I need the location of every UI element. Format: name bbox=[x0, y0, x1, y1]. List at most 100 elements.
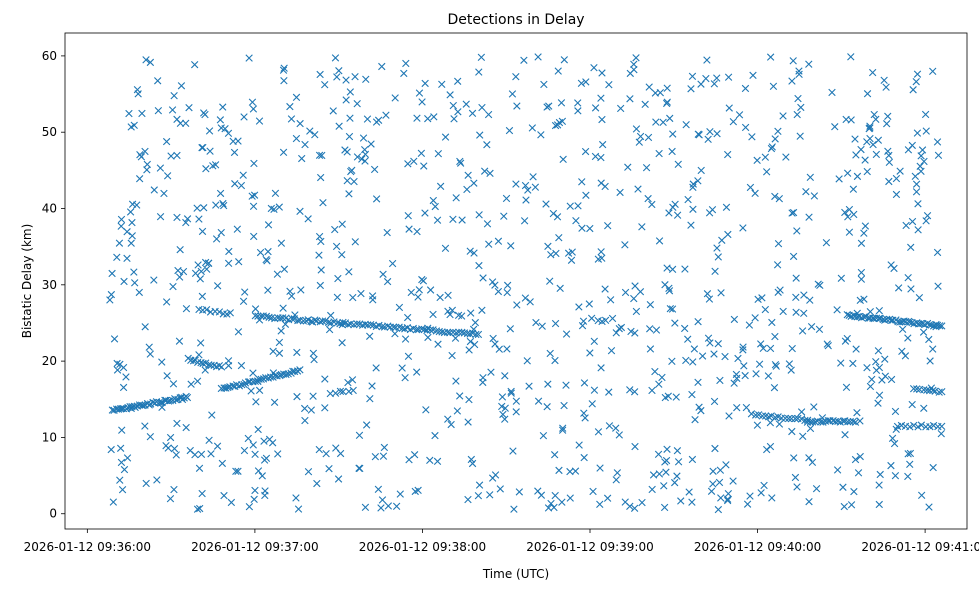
detection-point bbox=[513, 301, 521, 309]
detection-point bbox=[749, 71, 757, 80]
detection-point bbox=[466, 247, 474, 255]
detection-point bbox=[669, 130, 677, 138]
detection-point bbox=[894, 284, 903, 292]
detection-point bbox=[766, 442, 775, 451]
detection-point bbox=[281, 320, 290, 328]
detection-point bbox=[141, 422, 149, 430]
detection-point bbox=[558, 498, 566, 506]
track-point-track-b bbox=[273, 372, 281, 380]
detection-point bbox=[117, 458, 126, 467]
detection-point bbox=[559, 424, 567, 432]
detection-point bbox=[166, 495, 175, 503]
detection-point bbox=[857, 275, 866, 283]
detection-point bbox=[219, 201, 228, 210]
detection-point bbox=[400, 69, 408, 78]
detection-point bbox=[315, 445, 323, 454]
detection-point bbox=[851, 455, 860, 464]
detection-point bbox=[130, 268, 138, 276]
detection-point bbox=[274, 450, 282, 458]
detection-point bbox=[725, 412, 733, 420]
detection-point bbox=[800, 309, 808, 317]
detection-point bbox=[383, 277, 392, 286]
detection-point bbox=[709, 480, 717, 488]
detection-point bbox=[213, 442, 222, 450]
detection-point bbox=[766, 53, 775, 61]
detection-point bbox=[690, 345, 699, 353]
detection-point bbox=[446, 310, 454, 319]
track-point-track-i bbox=[909, 384, 918, 393]
detection-point bbox=[515, 488, 524, 496]
detection-point bbox=[411, 487, 419, 496]
detection-point bbox=[293, 348, 301, 357]
detection-point bbox=[587, 314, 596, 322]
x-tick-label: 2026-01-12 09:41:00 bbox=[861, 540, 979, 554]
detection-point bbox=[256, 248, 265, 257]
detection-point bbox=[874, 399, 882, 407]
detection-point bbox=[739, 343, 747, 351]
detection-point bbox=[898, 325, 907, 333]
detection-point bbox=[671, 319, 679, 327]
detection-point bbox=[546, 277, 554, 285]
track-point-track-e bbox=[276, 314, 285, 322]
detection-point bbox=[339, 387, 347, 396]
detection-point bbox=[220, 491, 228, 500]
detection-point bbox=[309, 349, 318, 358]
detection-point bbox=[480, 167, 489, 175]
detection-point bbox=[874, 136, 883, 144]
detection-point bbox=[875, 500, 883, 509]
detection-point bbox=[310, 355, 318, 364]
detection-point bbox=[684, 335, 692, 343]
detection-point bbox=[880, 76, 888, 84]
detection-point bbox=[331, 54, 340, 62]
detection-point bbox=[410, 157, 418, 166]
detection-point bbox=[507, 242, 515, 250]
detection-point bbox=[486, 491, 494, 499]
detection-point bbox=[456, 159, 465, 167]
detection-point bbox=[224, 357, 233, 365]
detection-point bbox=[717, 494, 725, 502]
detection-point bbox=[580, 453, 588, 462]
detection-point bbox=[499, 410, 507, 419]
detection-point bbox=[705, 209, 714, 217]
detection-point bbox=[925, 335, 933, 344]
detection-point bbox=[704, 334, 713, 342]
track-point-track-e bbox=[367, 321, 375, 329]
detection-point bbox=[794, 94, 802, 103]
detection-point bbox=[663, 445, 671, 453]
detection-point bbox=[531, 183, 540, 191]
track-point-track-a bbox=[108, 406, 117, 414]
track-point-track-f bbox=[747, 410, 756, 418]
detection-point bbox=[156, 164, 165, 172]
detection-point bbox=[534, 487, 542, 495]
detection-point bbox=[162, 441, 170, 450]
detection-point bbox=[502, 194, 511, 203]
detection-point bbox=[907, 285, 915, 293]
detection-point bbox=[265, 435, 274, 444]
detection-point bbox=[123, 454, 132, 462]
detection-point bbox=[560, 56, 569, 64]
detection-point bbox=[779, 112, 787, 120]
x-tick-label: 2026-01-12 09:39:00 bbox=[526, 540, 653, 554]
track-point-track-e bbox=[466, 330, 474, 338]
detection-point bbox=[654, 450, 663, 458]
detection-point bbox=[655, 470, 664, 478]
track-point-track-e bbox=[339, 318, 347, 327]
detection-point bbox=[730, 379, 738, 387]
detection-point bbox=[405, 225, 413, 233]
detection-point bbox=[704, 135, 712, 144]
detection-point bbox=[706, 127, 714, 136]
y-tick-label: 50 bbox=[42, 125, 57, 139]
track-point-track-g bbox=[811, 418, 819, 426]
detection-point bbox=[691, 415, 699, 424]
detection-point bbox=[412, 368, 421, 376]
detection-point bbox=[597, 364, 605, 372]
detection-point bbox=[634, 185, 642, 193]
detection-point bbox=[431, 202, 439, 211]
track-point-track-e bbox=[353, 320, 361, 328]
detection-point bbox=[187, 380, 195, 388]
detection-point bbox=[494, 237, 503, 245]
detection-point bbox=[232, 467, 240, 476]
detection-point bbox=[420, 162, 428, 170]
detection-point bbox=[605, 388, 613, 396]
